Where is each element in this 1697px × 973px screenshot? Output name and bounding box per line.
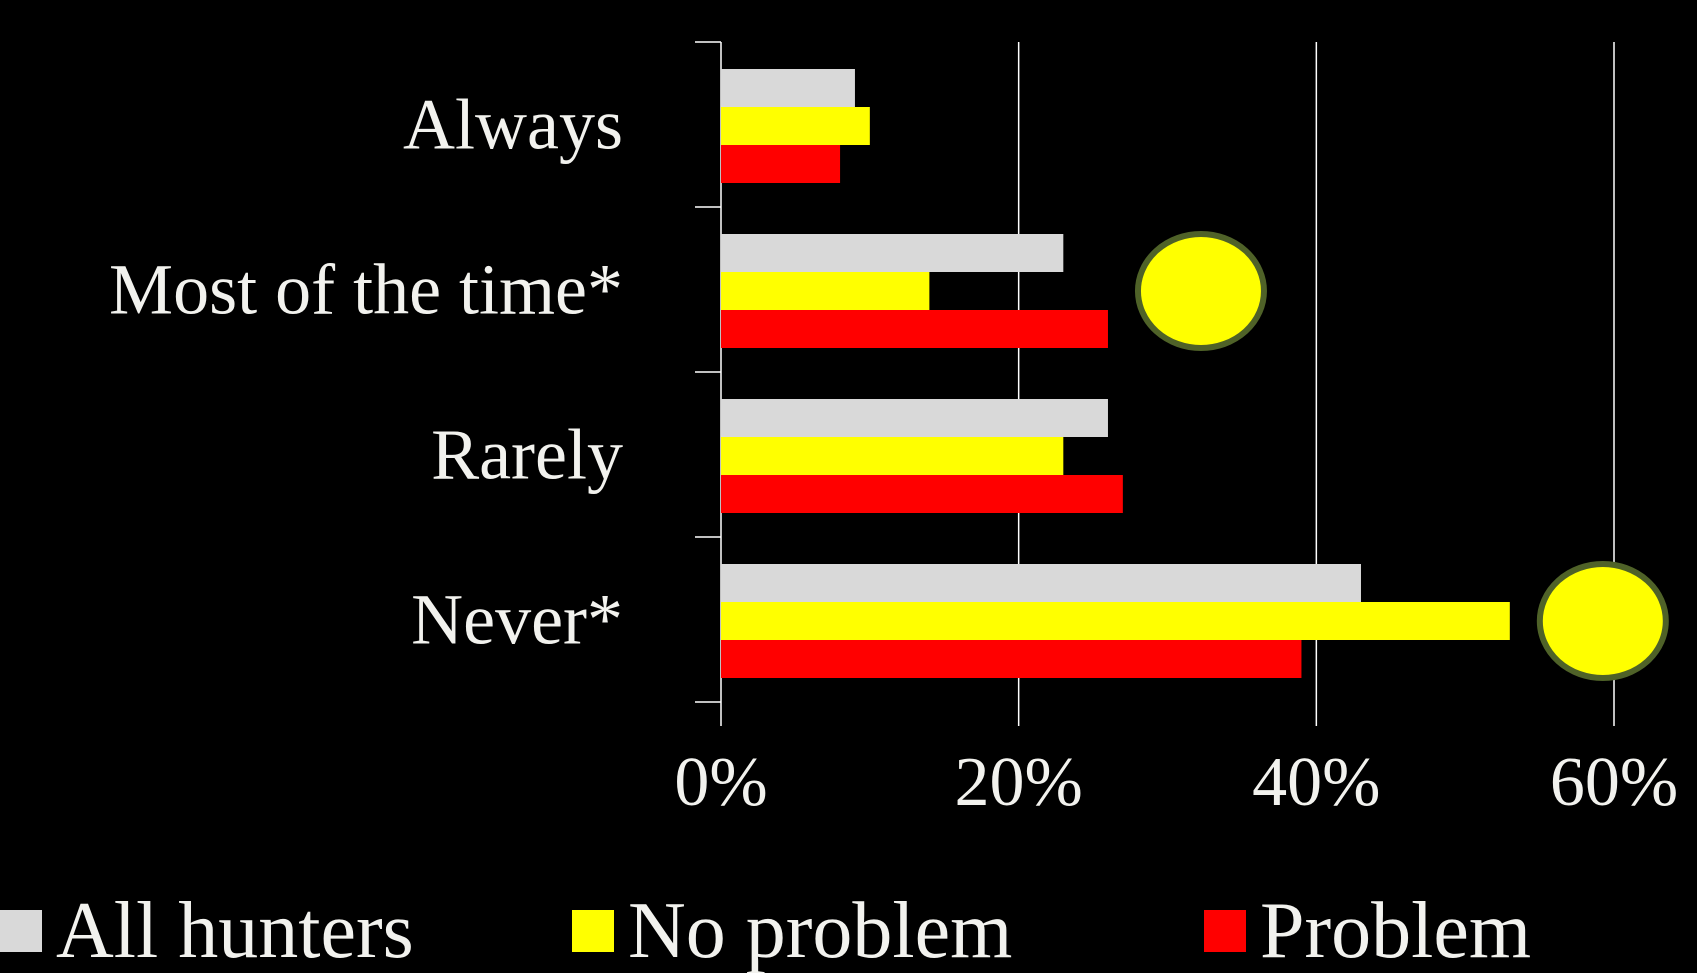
legend-swatch-no-problem: [572, 910, 614, 952]
axes: [695, 41, 722, 726]
bar-all-hunters-1: [721, 234, 1064, 272]
legend: All hunters No problem Problem: [0, 887, 1531, 973]
legend-label: All hunters: [56, 887, 414, 973]
x-tick-label: 60%: [1550, 744, 1678, 821]
x-tick-label: 20%: [955, 744, 1083, 821]
category-labels: Always Most of the time* Rarely Never*: [109, 85, 623, 660]
bar-no-problem-2: [721, 437, 1064, 475]
bar-problem-2: [721, 475, 1123, 513]
highlight-circle-3: [1536, 561, 1669, 681]
bar-all-hunters-3: [721, 564, 1361, 602]
bar-all-hunters-2: [721, 399, 1108, 437]
legend-swatch-all-hunters: [0, 910, 42, 952]
category-label: Rarely: [431, 415, 623, 495]
x-tick-label: 40%: [1252, 744, 1380, 821]
x-tick-labels: 0% 20% 40% 60%: [674, 744, 1678, 821]
highlight-circle-1: [1134, 231, 1267, 351]
bars: [721, 69, 1510, 678]
category-label: Never*: [411, 580, 623, 660]
category-label: Always: [403, 85, 623, 165]
category-label: Most of the time*: [109, 250, 623, 330]
legend-swatch-problem: [1204, 910, 1246, 952]
bar-no-problem-0: [721, 107, 870, 145]
x-tick-label: 0%: [674, 744, 767, 821]
bar-all-hunters-0: [721, 69, 855, 107]
bar-problem-3: [721, 640, 1302, 678]
bar-problem-0: [721, 145, 841, 183]
annotations: [1134, 231, 1669, 681]
legend-label: No problem: [628, 887, 1012, 973]
legend-label: Problem: [1260, 887, 1531, 973]
bar-no-problem-3: [721, 602, 1510, 640]
bar-problem-1: [721, 310, 1108, 348]
bar-no-problem-1: [721, 272, 930, 310]
